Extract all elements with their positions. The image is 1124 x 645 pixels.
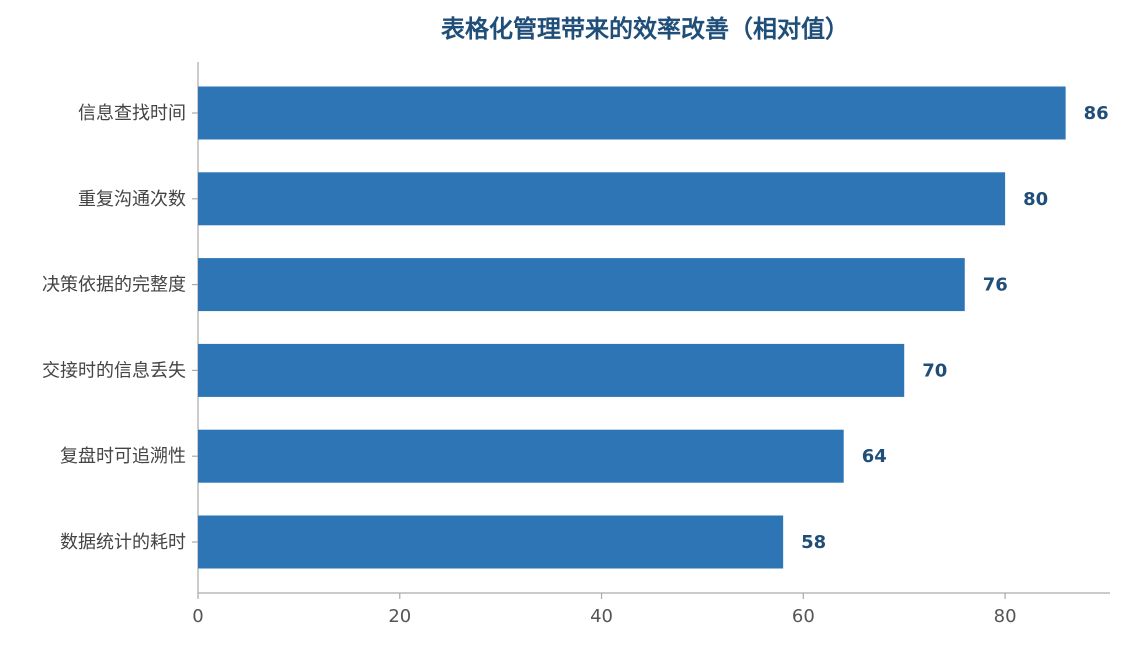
x-tick-label: 60 <box>792 606 815 627</box>
value-label: 76 <box>983 275 1008 296</box>
value-label: 70 <box>922 360 947 381</box>
y-tick-label: 复盘时可追溯性 <box>60 446 186 467</box>
chart-title: 表格化管理带来的效率改善（相对值） <box>441 15 849 43</box>
y-tick-label: 重复沟通次数 <box>78 189 186 210</box>
x-tick-label: 20 <box>388 606 411 627</box>
bar <box>198 429 844 483</box>
x-tick-label: 40 <box>590 606 613 627</box>
x-tick-label: 0 <box>192 606 203 627</box>
bar <box>198 515 784 569</box>
bar <box>198 343 905 397</box>
y-tick-label: 数据统计的耗时 <box>60 532 186 553</box>
value-label: 64 <box>862 446 887 467</box>
bar <box>198 172 1006 226</box>
y-tick-label: 交接时的信息丢失 <box>42 360 186 381</box>
x-tick-label: 80 <box>994 606 1017 627</box>
bar <box>198 258 965 312</box>
value-label: 86 <box>1084 103 1109 124</box>
bar <box>198 86 1066 140</box>
y-tick-label: 决策依据的完整度 <box>42 275 186 296</box>
value-label: 58 <box>801 532 826 553</box>
value-label: 80 <box>1023 189 1048 210</box>
y-tick-label: 信息查找时间 <box>78 103 186 124</box>
